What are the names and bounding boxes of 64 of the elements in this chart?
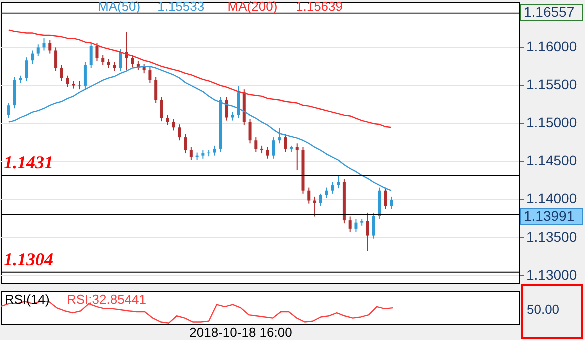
candlestick — [190, 146, 193, 161]
candlestick — [354, 218, 358, 232]
text: MA(200) — [228, 0, 278, 14]
candlestick — [384, 187, 388, 210]
y-tick-label: 1.15000 — [526, 114, 578, 131]
candlestick — [154, 76, 158, 104]
candlestick — [348, 216, 352, 232]
candlestick — [108, 58, 111, 69]
candlestick — [319, 193, 322, 207]
candlestick — [90, 42, 93, 69]
y-tick-label: 1.14000 — [526, 190, 578, 207]
candlestick — [66, 75, 70, 88]
text: 1.13991 — [524, 208, 575, 224]
y-tick-label: 1.15500 — [526, 76, 578, 93]
candlestick — [36, 44, 40, 57]
ref-line-label: 1.1304 — [4, 249, 54, 270]
candlestick — [25, 57, 28, 82]
candlestick — [225, 96, 228, 122]
candlestick — [284, 134, 288, 153]
candlestick — [184, 134, 188, 154]
candlestick — [308, 187, 311, 204]
candlestick — [178, 124, 182, 142]
annotation: 1.15533 — [158, 0, 205, 14]
candlestick — [113, 62, 116, 72]
candlestick — [266, 146, 270, 160]
text: 2018-10-18 16:00 — [190, 325, 292, 340]
candlestick — [7, 102, 10, 120]
candlestick — [272, 137, 276, 160]
y-tick-label: 1.13500 — [526, 228, 578, 245]
candlestick — [48, 40, 52, 54]
candlestick — [296, 143, 299, 171]
candlestick — [131, 54, 134, 68]
candlestick — [166, 114, 170, 126]
candlestick — [60, 64, 64, 82]
candlestick — [102, 54, 105, 66]
candlestick — [142, 64, 146, 74]
candlestick — [278, 128, 282, 144]
candlestick — [237, 86, 240, 120]
candlestick — [42, 38, 46, 52]
candlestick — [331, 182, 334, 194]
candlestick — [148, 66, 152, 84]
y-tick-label: 1.13000 — [526, 266, 578, 283]
y-tick-label: 1.16000 — [526, 38, 578, 54]
ref-line-label: 1.1431 — [4, 152, 54, 173]
annotation: RSI:32.85441 — [67, 292, 147, 307]
candlestick — [248, 118, 252, 144]
candlestick — [54, 47, 58, 72]
candlestick — [96, 42, 99, 62]
y-tick-label: 1.14500 — [526, 152, 578, 169]
candlestick — [366, 212, 370, 252]
annotation: 1.15639 — [296, 0, 343, 14]
candlestick — [372, 212, 376, 240]
candlestick — [30, 50, 34, 65]
text: 50.00 — [527, 302, 560, 317]
candlestick — [325, 187, 328, 199]
candlestick — [390, 196, 394, 210]
candlestick — [172, 118, 176, 132]
text: MA(50) — [98, 0, 141, 14]
candlestick — [254, 137, 258, 153]
candlestick — [337, 175, 340, 190]
candlestick — [213, 145, 216, 156]
text: 1.16557 — [524, 4, 575, 20]
line-series — [8, 30, 392, 128]
candlestick — [160, 96, 164, 122]
